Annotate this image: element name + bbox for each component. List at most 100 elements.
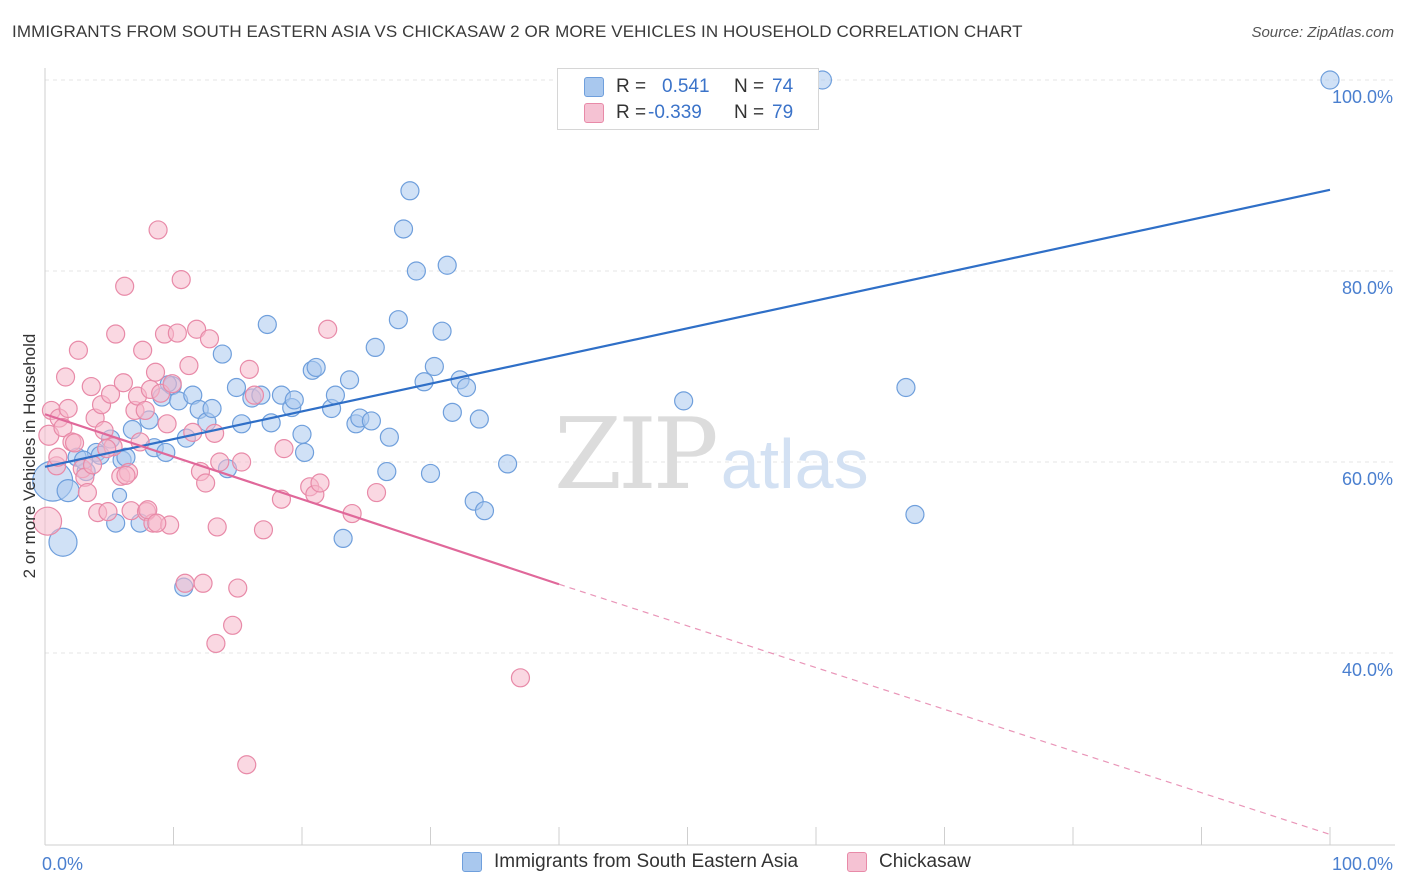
data-point bbox=[239, 359, 259, 379]
data-point bbox=[377, 461, 397, 482]
data-point bbox=[77, 482, 98, 503]
data-point bbox=[456, 377, 477, 398]
data-point bbox=[400, 181, 420, 201]
data-point bbox=[64, 433, 85, 453]
data-point bbox=[420, 463, 441, 484]
data-point bbox=[187, 319, 207, 339]
data-point bbox=[388, 310, 408, 330]
y-tick-label: 100.0% bbox=[1332, 87, 1393, 107]
x-axis-tick-labels: 0.0% 100.0% bbox=[42, 854, 1393, 874]
data-point bbox=[138, 500, 158, 520]
legend-swatch-blue bbox=[584, 77, 604, 97]
data-point bbox=[113, 373, 133, 393]
data-point bbox=[228, 578, 248, 598]
data-point bbox=[196, 473, 216, 493]
data-point bbox=[133, 340, 153, 360]
x-tick-label: 100.0% bbox=[1332, 854, 1393, 874]
source-label: Source: ZipAtlas.com bbox=[1251, 24, 1394, 41]
data-point bbox=[48, 447, 68, 467]
axes bbox=[44, 68, 1395, 846]
data-point bbox=[306, 357, 326, 378]
trend-line-chickasaw bbox=[44, 413, 560, 586]
data-point bbox=[106, 324, 126, 344]
data-point bbox=[257, 314, 277, 335]
data-point bbox=[81, 376, 101, 397]
r-label: R = bbox=[616, 102, 647, 123]
r-value: -0.339 bbox=[648, 102, 702, 123]
data-point bbox=[148, 220, 168, 240]
data-point bbox=[253, 520, 274, 540]
stats-legend: R = 0.541 N = 74 R = -0.339 N = 79 bbox=[557, 68, 819, 130]
data-point bbox=[284, 390, 304, 410]
r-label: R = bbox=[616, 76, 647, 97]
data-point bbox=[339, 370, 360, 390]
data-point bbox=[156, 442, 176, 463]
data-point bbox=[896, 377, 916, 398]
legend-label-immigrants: Immigrants from South Eastern Asia bbox=[494, 851, 799, 872]
x-axis-ticks bbox=[173, 827, 1331, 845]
data-point bbox=[414, 372, 434, 392]
y-tick-label: 40.0% bbox=[1342, 660, 1393, 680]
data-point bbox=[424, 356, 444, 377]
data-point bbox=[318, 319, 338, 339]
watermark-atlas: atlas bbox=[720, 425, 869, 503]
data-point bbox=[199, 329, 220, 349]
data-point bbox=[237, 755, 257, 775]
data-point bbox=[365, 337, 385, 357]
data-point bbox=[469, 409, 489, 429]
data-point bbox=[162, 374, 182, 394]
trend-line-chickasaw-extension bbox=[558, 583, 1331, 836]
legend-swatch-pink bbox=[584, 103, 604, 123]
data-point bbox=[167, 323, 187, 343]
legend-label-chickasaw: Chickasaw bbox=[879, 851, 971, 872]
data-point bbox=[292, 424, 312, 444]
data-point bbox=[48, 527, 78, 557]
data-point bbox=[98, 502, 118, 522]
data-point bbox=[226, 377, 247, 398]
data-point bbox=[474, 501, 495, 521]
data-point bbox=[56, 479, 80, 503]
y-axis-label: 2 or more Vehicles in Household bbox=[20, 333, 39, 579]
data-point bbox=[145, 362, 166, 382]
data-point bbox=[437, 255, 457, 275]
data-point bbox=[135, 400, 155, 421]
data-point bbox=[100, 384, 121, 404]
data-point bbox=[58, 398, 78, 419]
n-label: N = bbox=[734, 102, 765, 123]
data-point bbox=[274, 439, 294, 459]
data-point bbox=[206, 633, 226, 654]
series-legend: Immigrants from South Eastern Asia Chick… bbox=[0, 851, 1406, 877]
data-point bbox=[205, 423, 225, 443]
data-point bbox=[333, 528, 353, 549]
data-point bbox=[179, 355, 199, 376]
data-point bbox=[111, 487, 128, 504]
series-immigrants-points bbox=[32, 70, 1340, 597]
data-point bbox=[68, 340, 89, 360]
data-point bbox=[175, 573, 195, 593]
data-point bbox=[442, 402, 462, 422]
y-tick-label: 80.0% bbox=[1342, 278, 1393, 298]
r-value: 0.541 bbox=[662, 76, 710, 97]
data-point bbox=[232, 452, 252, 472]
y-axis-tick-labels: 100.0% 80.0% 60.0% 40.0% bbox=[1332, 87, 1393, 680]
data-point bbox=[55, 367, 76, 387]
data-point bbox=[393, 219, 414, 239]
n-value: 74 bbox=[772, 76, 794, 97]
y-tick-label: 60.0% bbox=[1342, 469, 1393, 489]
data-point bbox=[294, 442, 315, 463]
data-point bbox=[223, 615, 243, 635]
legend-item-chickasaw: Chickasaw bbox=[847, 851, 971, 873]
data-point bbox=[379, 427, 399, 447]
watermark: ZIPatlas bbox=[554, 398, 869, 512]
series-chickasaw-points bbox=[32, 220, 531, 775]
data-point bbox=[115, 276, 135, 296]
trend-line-immigrants bbox=[44, 188, 1331, 468]
data-point bbox=[171, 269, 191, 290]
n-label: N = bbox=[734, 76, 765, 97]
data-point bbox=[1320, 70, 1340, 90]
data-point bbox=[32, 506, 63, 536]
data-point bbox=[183, 422, 203, 442]
x-tick-label: 0.0% bbox=[42, 854, 83, 874]
data-point bbox=[325, 385, 346, 405]
